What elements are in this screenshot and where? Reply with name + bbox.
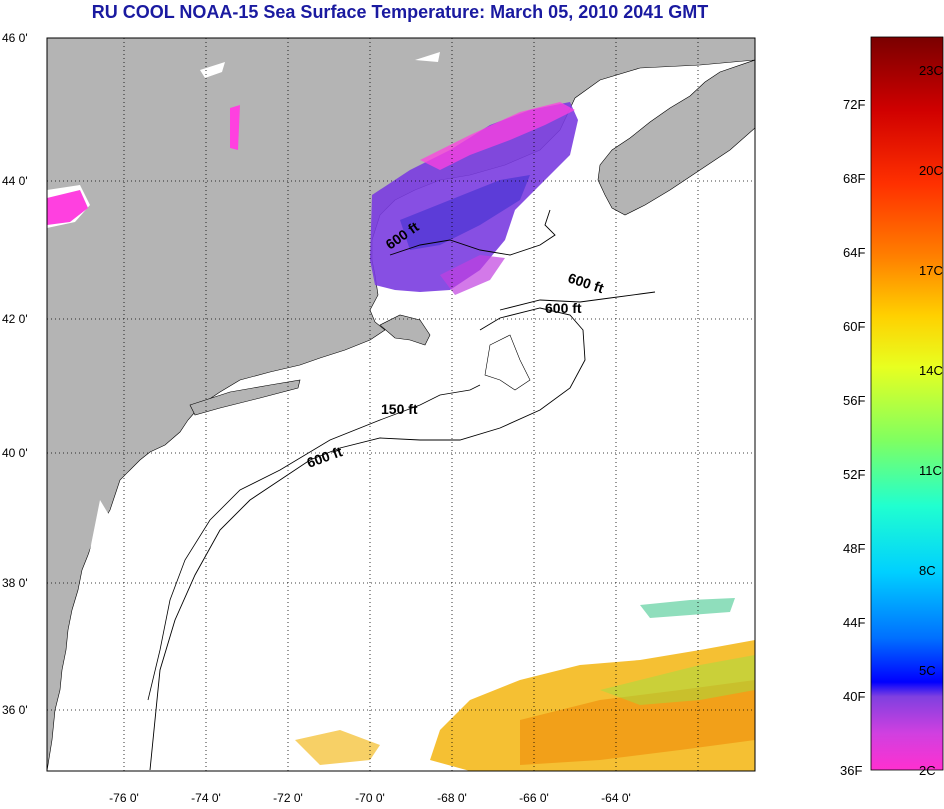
lat-label: 38 0' <box>2 576 28 590</box>
inland-bay <box>118 560 135 620</box>
colorbar <box>870 36 944 771</box>
lat-label: 40 0' <box>2 446 28 460</box>
contour-label: 600 ft <box>545 300 582 316</box>
lat-label: 46 0' <box>2 31 28 45</box>
contour-600ft-shelf <box>149 307 586 771</box>
sst-lake-champlain <box>230 105 240 150</box>
sst-patch-east <box>640 598 735 618</box>
sst-gulf-stream-warm <box>520 680 755 765</box>
colorbar-f-label: 36F <box>840 763 863 778</box>
lon-label: -64 0' <box>601 791 631 805</box>
lat-label: 36 0' <box>2 703 28 717</box>
lat-axis: 46 0' 44 0' 42 0' 40 0' 38 0' 36 0' <box>2 31 28 717</box>
lat-label: 42 0' <box>2 312 28 326</box>
colorbar-f-label: 52F <box>843 467 866 482</box>
colorbar-c-label: 8C <box>919 563 936 578</box>
page-title: RU COOL NOAA-15 Sea Surface Temperature:… <box>91 2 709 22</box>
colorbar-c-label: 5C <box>919 663 936 678</box>
lon-label: -74 0' <box>191 791 221 805</box>
colorbar-f-label: 64F <box>843 245 866 260</box>
inland-lake <box>415 52 440 62</box>
lon-label: -72 0' <box>273 791 303 805</box>
inland-bay <box>85 500 112 640</box>
lon-label: -68 0' <box>437 791 467 805</box>
lon-label: -76 0' <box>109 791 139 805</box>
map-frame <box>46 37 756 772</box>
landmass-cape-cod <box>379 314 431 346</box>
colorbar-c-label: 14C <box>919 363 943 378</box>
colorbar-f-label: 56F <box>843 393 866 408</box>
contour-600ft-north <box>389 209 556 256</box>
sst-gulf-of-maine-south <box>440 255 505 295</box>
colorbar-f-label: 48F <box>843 541 866 556</box>
lon-axis: -76 0' -74 0' -72 0' -70 0' -68 0' -66 0… <box>109 791 631 805</box>
contour-label: 150 ft <box>381 401 418 417</box>
georges-bank-shoals <box>484 334 531 391</box>
sst-gulf-of-maine-edge <box>420 102 575 170</box>
sst-gulf-stream-cool <box>600 655 755 705</box>
colorbar-c-label: 17C <box>919 263 943 278</box>
colorbar-c-label: 23C <box>919 63 943 78</box>
contour-600ft-gom <box>499 291 656 311</box>
colorbar-f-label: 44F <box>843 615 866 630</box>
landmass-long-island <box>189 379 301 416</box>
landmass-nova-scotia <box>597 59 755 216</box>
colorbar-c-label: 11C <box>919 463 942 478</box>
colorbar-c-label: 20C <box>919 163 943 178</box>
lon-label: -70 0' <box>355 791 385 805</box>
sst-gulf-of-maine-core <box>400 175 530 250</box>
sst-shelf-patch <box>295 730 380 765</box>
colorbar-f-label: 72F <box>843 97 866 112</box>
sst-lake-ontario <box>47 190 88 225</box>
colorbar-f-label: 60F <box>843 319 866 334</box>
lat-label: 44 0' <box>2 174 28 188</box>
contour-150ft <box>147 384 481 701</box>
colorbar-c-label: 2C <box>919 763 936 778</box>
colorbar-f-label: 40F <box>843 689 866 704</box>
colorbar-f-label: 68F <box>843 171 866 186</box>
lon-label: -66 0' <box>519 791 549 805</box>
